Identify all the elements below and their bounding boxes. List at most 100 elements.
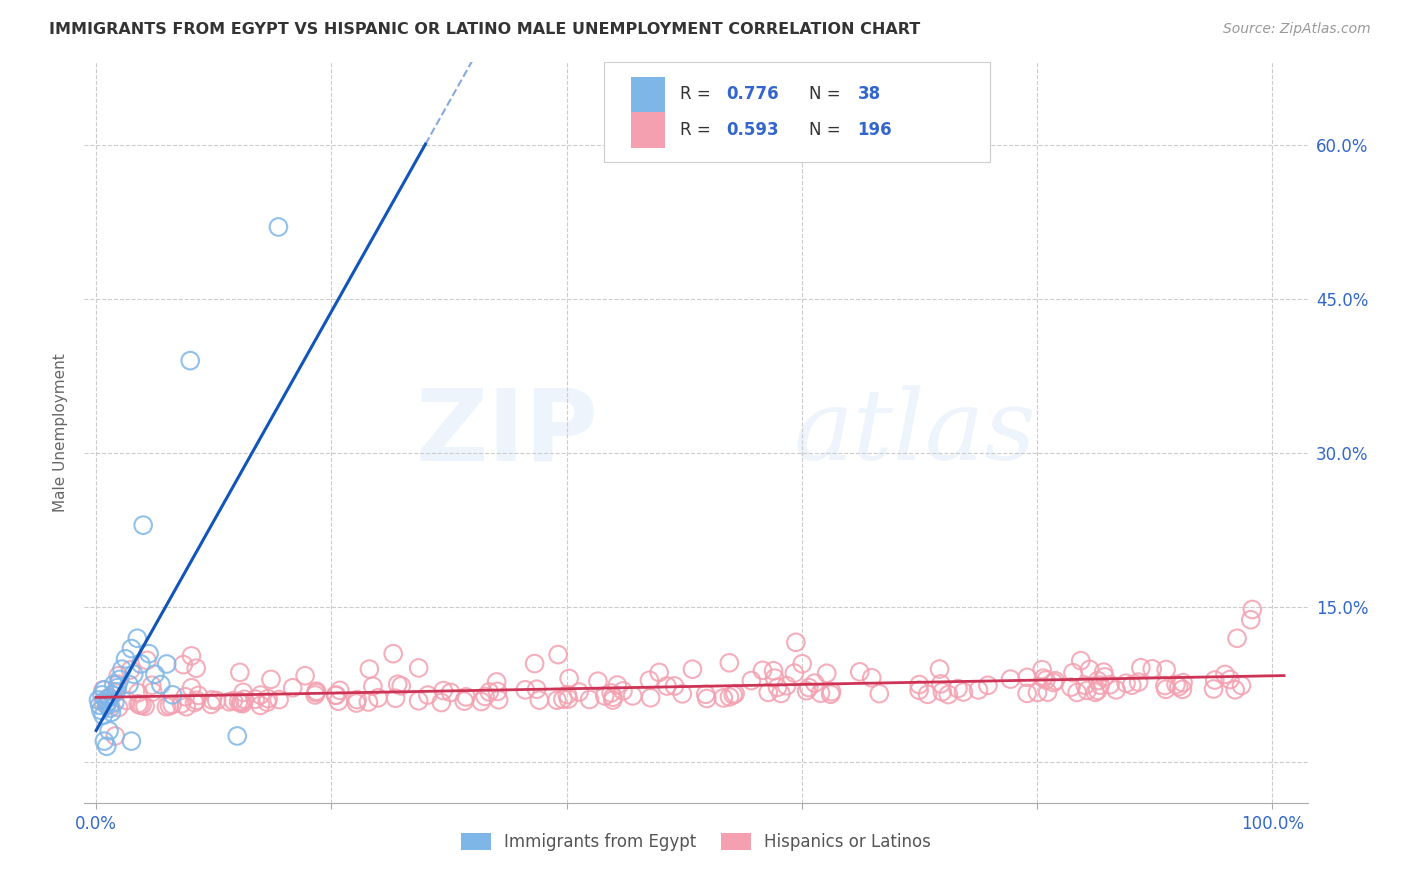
Point xyxy=(740,673,762,688)
Point xyxy=(640,690,662,705)
Point xyxy=(783,666,806,681)
Text: atlas: atlas xyxy=(794,385,1036,480)
Point xyxy=(1164,677,1187,691)
Point xyxy=(917,687,939,701)
Point xyxy=(721,688,744,702)
Point xyxy=(612,684,634,698)
Point xyxy=(810,686,832,700)
Text: 0.776: 0.776 xyxy=(727,86,779,103)
Point xyxy=(1070,654,1092,668)
Point xyxy=(718,656,741,670)
Point xyxy=(1171,675,1194,690)
Point xyxy=(967,682,990,697)
Point xyxy=(724,687,747,701)
Point xyxy=(1202,681,1225,696)
Point xyxy=(179,353,201,368)
Point xyxy=(775,679,797,693)
Point xyxy=(127,686,149,700)
Point xyxy=(226,729,249,743)
Point xyxy=(606,678,628,692)
Point xyxy=(105,681,128,695)
Point xyxy=(820,684,842,698)
Point xyxy=(186,693,208,707)
Point xyxy=(136,653,159,667)
Text: R =: R = xyxy=(681,120,716,139)
Point xyxy=(1026,685,1049,699)
Point xyxy=(162,688,184,702)
Point xyxy=(218,695,240,709)
Point xyxy=(621,689,644,703)
Point xyxy=(600,686,623,700)
Point xyxy=(120,663,142,677)
Point xyxy=(134,699,156,714)
Point xyxy=(98,690,121,705)
Point xyxy=(1241,602,1264,616)
Point xyxy=(325,688,347,702)
Point xyxy=(1115,676,1137,690)
Point xyxy=(1017,670,1039,684)
Point xyxy=(120,734,142,748)
Point xyxy=(127,697,149,711)
Point xyxy=(249,688,271,702)
Point xyxy=(453,694,475,708)
Point xyxy=(931,685,953,699)
Point xyxy=(156,657,179,671)
Point xyxy=(815,666,838,681)
Point xyxy=(1078,662,1101,676)
Point xyxy=(488,693,510,707)
Point xyxy=(586,674,609,689)
Point xyxy=(91,708,114,723)
Text: N =: N = xyxy=(808,120,845,139)
Point xyxy=(908,683,931,698)
Point xyxy=(98,723,121,738)
Point xyxy=(90,703,112,717)
Point xyxy=(1219,673,1241,687)
Point xyxy=(387,677,409,691)
Point xyxy=(229,696,252,710)
Point xyxy=(389,679,412,693)
Point xyxy=(602,690,624,705)
Point xyxy=(257,691,280,706)
Point xyxy=(305,685,328,699)
Point xyxy=(180,681,202,695)
Point xyxy=(183,696,205,710)
Point xyxy=(952,685,974,699)
Point xyxy=(848,665,870,679)
Point xyxy=(655,679,678,693)
Point xyxy=(107,700,129,714)
Point xyxy=(367,690,389,705)
Y-axis label: Male Unemployment: Male Unemployment xyxy=(53,353,69,512)
Point xyxy=(256,695,278,709)
Point xyxy=(803,676,825,690)
Point xyxy=(1225,682,1247,697)
Point xyxy=(118,677,141,691)
Point xyxy=(671,687,693,701)
Text: Source: ZipAtlas.com: Source: ZipAtlas.com xyxy=(1223,22,1371,37)
Point xyxy=(174,699,197,714)
Point xyxy=(149,677,172,691)
Point xyxy=(557,688,579,702)
Point xyxy=(1230,678,1253,692)
Point xyxy=(142,685,165,699)
Point xyxy=(229,665,252,680)
Point xyxy=(1042,675,1064,690)
Point xyxy=(87,693,110,707)
Point xyxy=(170,697,193,711)
Text: IMMIGRANTS FROM EGYPT VS HISPANIC OR LATINO MALE UNEMPLOYMENT CORRELATION CHART: IMMIGRANTS FROM EGYPT VS HISPANIC OR LAT… xyxy=(49,22,921,37)
Point xyxy=(233,692,256,706)
Point xyxy=(478,685,501,699)
Point xyxy=(159,698,181,713)
Point xyxy=(249,698,271,713)
Point xyxy=(1092,665,1115,679)
Point xyxy=(98,701,121,715)
Point xyxy=(132,518,155,533)
Point xyxy=(1154,679,1177,693)
Text: 0.593: 0.593 xyxy=(727,120,779,139)
Point xyxy=(1043,673,1066,688)
Point xyxy=(107,677,129,691)
Point xyxy=(711,690,734,705)
Point xyxy=(936,688,959,702)
Point xyxy=(111,662,134,676)
Point xyxy=(408,694,430,708)
Point xyxy=(1062,665,1084,680)
